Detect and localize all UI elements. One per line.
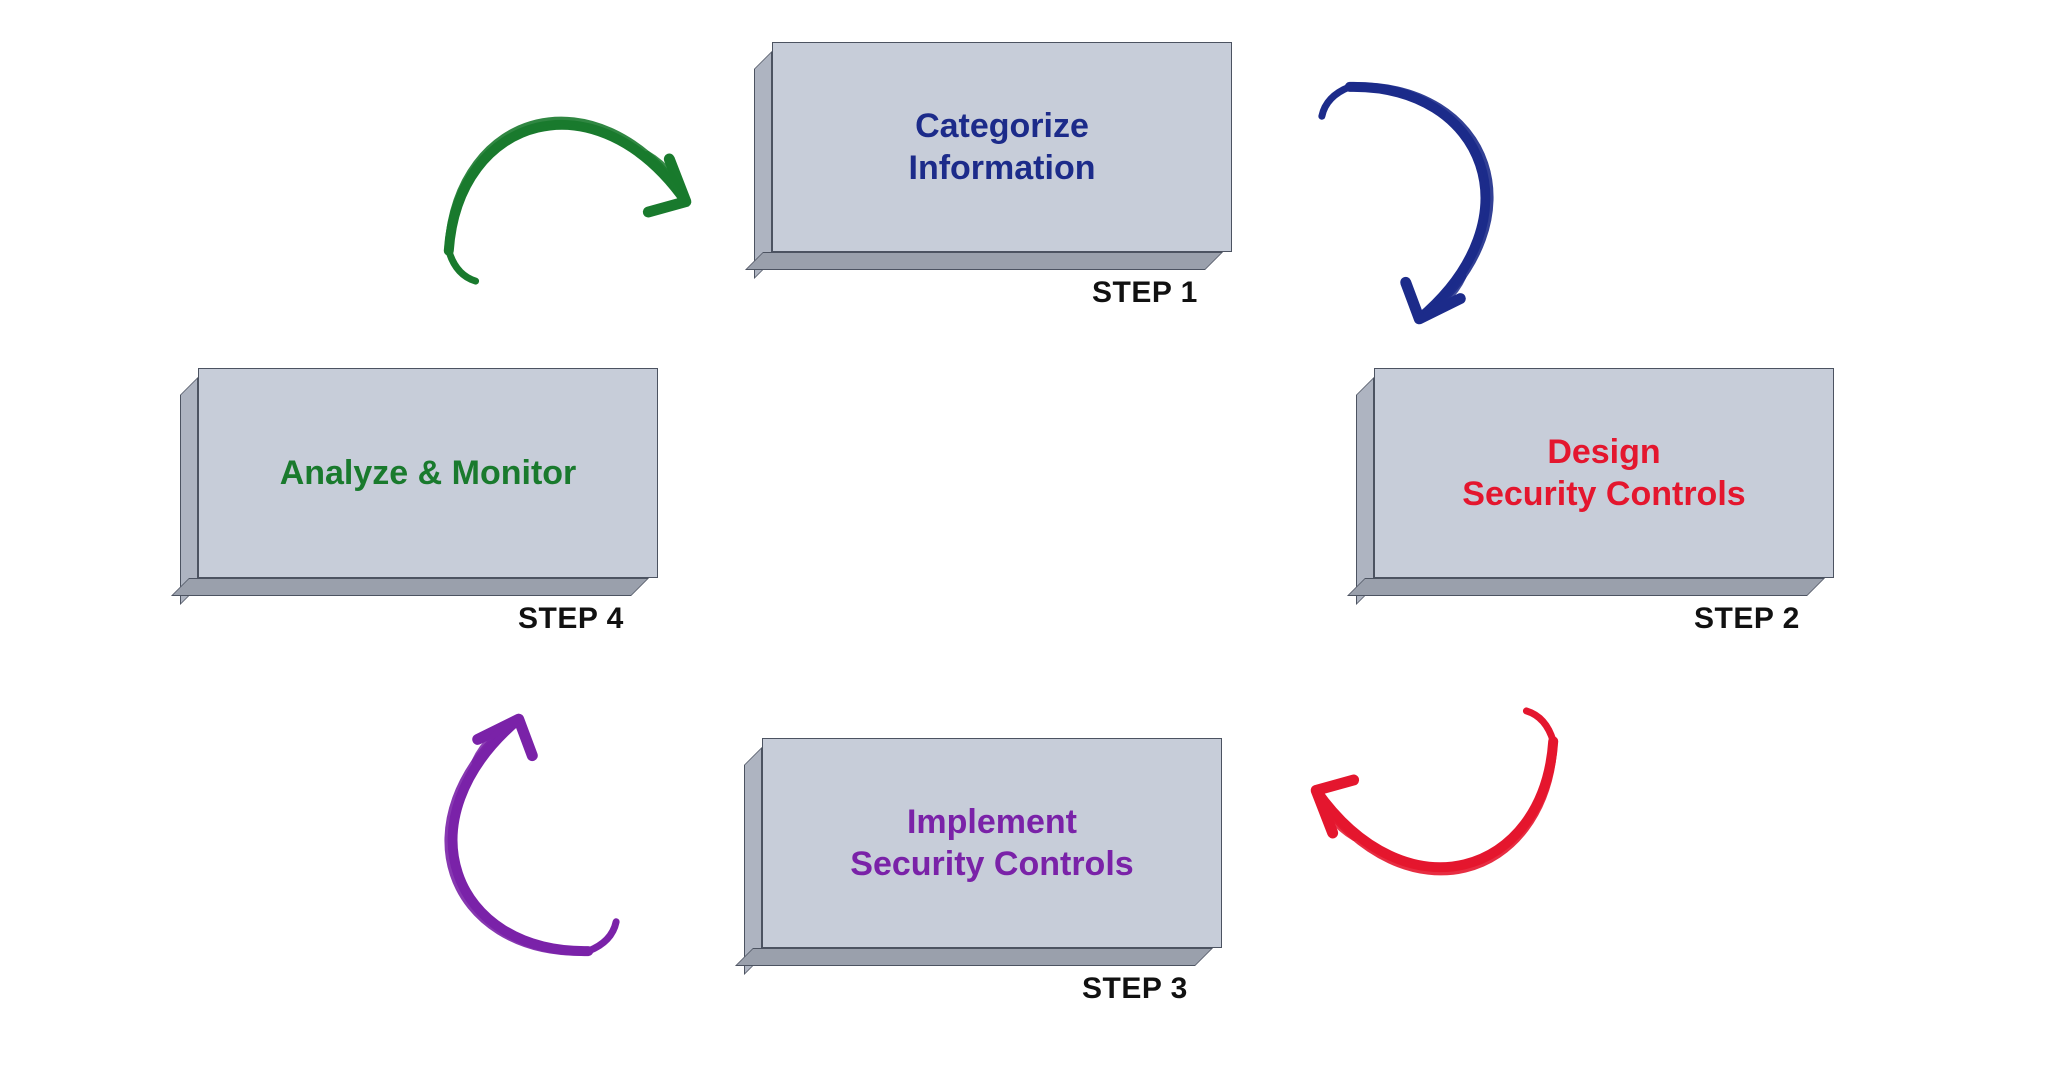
node-step3-line1: Implement [850, 801, 1133, 844]
step-label-3: STEP 3 [1082, 972, 1188, 1006]
step-label-2: STEP 2 [1694, 602, 1800, 636]
node-step3-line2: Security Controls [850, 843, 1133, 886]
step-label-1: STEP 1 [1092, 276, 1198, 310]
node-step4: Analyze & Monitor [180, 368, 658, 596]
node-step4-line1: Analyze & Monitor [280, 452, 577, 495]
node-step2-line1: Design [1462, 431, 1745, 474]
arrow-icon-step1-to-step2 [1230, 68, 1530, 368]
node-step1: Categorize Information [754, 42, 1232, 270]
arrow-icon-step2-to-step3 [1270, 610, 1570, 910]
node-step2: Design Security Controls [1356, 368, 1834, 596]
step-label-4: STEP 4 [518, 602, 624, 636]
arrow-icon-step3-to-step4 [408, 670, 708, 970]
node-step1-line1: Categorize [909, 105, 1096, 148]
cycle-diagram: Categorize Information STEP 1 Design Sec… [0, 0, 2048, 1072]
node-step1-line2: Information [909, 147, 1096, 190]
node-step2-line2: Security Controls [1462, 473, 1745, 516]
arrow-icon-step4-to-step1 [432, 82, 732, 382]
node-step3: Implement Security Controls [744, 738, 1222, 966]
